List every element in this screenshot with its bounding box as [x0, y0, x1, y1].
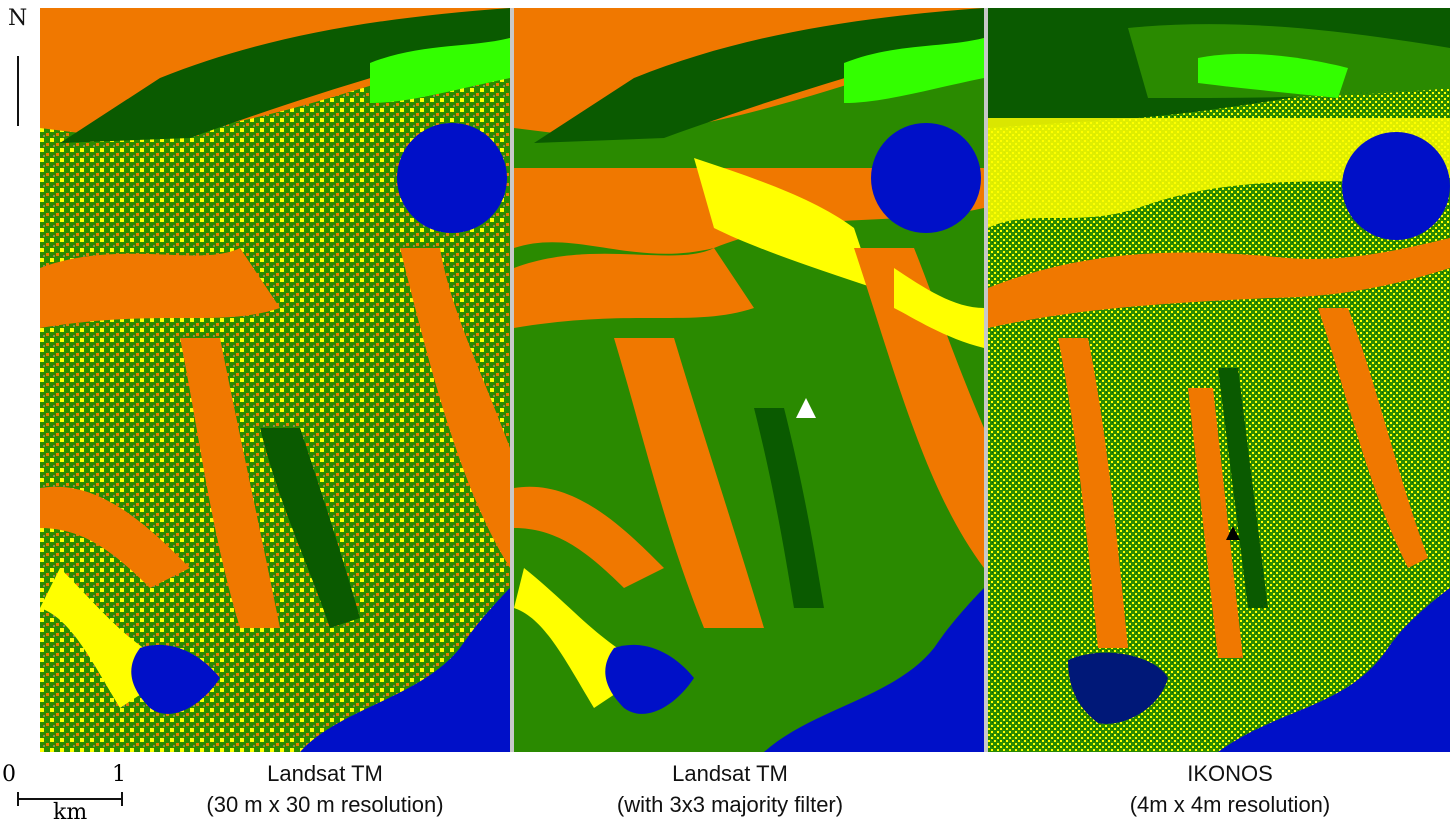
panel-caption: Landsat TM (with 3x3 majority filter) — [560, 758, 900, 820]
caption-subtitle: (30 m x 30 m resolution) — [206, 792, 444, 817]
panel-divider — [510, 8, 514, 752]
caption-title: IKONOS — [1187, 761, 1273, 786]
panel-caption: Landsat TM (30 m x 30 m resolution) — [160, 758, 490, 820]
location-marker-black-triangle — [1226, 526, 1240, 540]
scale-bar: 0 1 km — [0, 756, 140, 826]
map-panel-ikonos — [988, 8, 1450, 752]
caption-title: Landsat TM — [672, 761, 788, 786]
scale-unit-label: km — [53, 800, 88, 825]
caption-subtitle: (with 3x3 majority filter) — [616, 792, 844, 817]
panel-caption: IKONOS (4m x 4m resolution) — [1060, 758, 1400, 820]
scale-line — [17, 798, 123, 800]
scale-tick-end — [121, 792, 123, 806]
caption-subtitle: (4m x 4m resolution) — [1129, 792, 1331, 817]
panel-divider — [984, 8, 988, 752]
scale-start-label: 0 — [2, 762, 16, 787]
map-panel-landsat-tm-majority — [514, 8, 984, 752]
map-panel-landsat-tm — [40, 8, 510, 752]
location-marker-white-triangle — [796, 398, 816, 418]
caption-title: Landsat TM — [267, 761, 383, 786]
north-arrow-icon — [17, 56, 19, 126]
north-label: N — [8, 6, 28, 31]
scale-end-label: 1 — [112, 762, 126, 787]
